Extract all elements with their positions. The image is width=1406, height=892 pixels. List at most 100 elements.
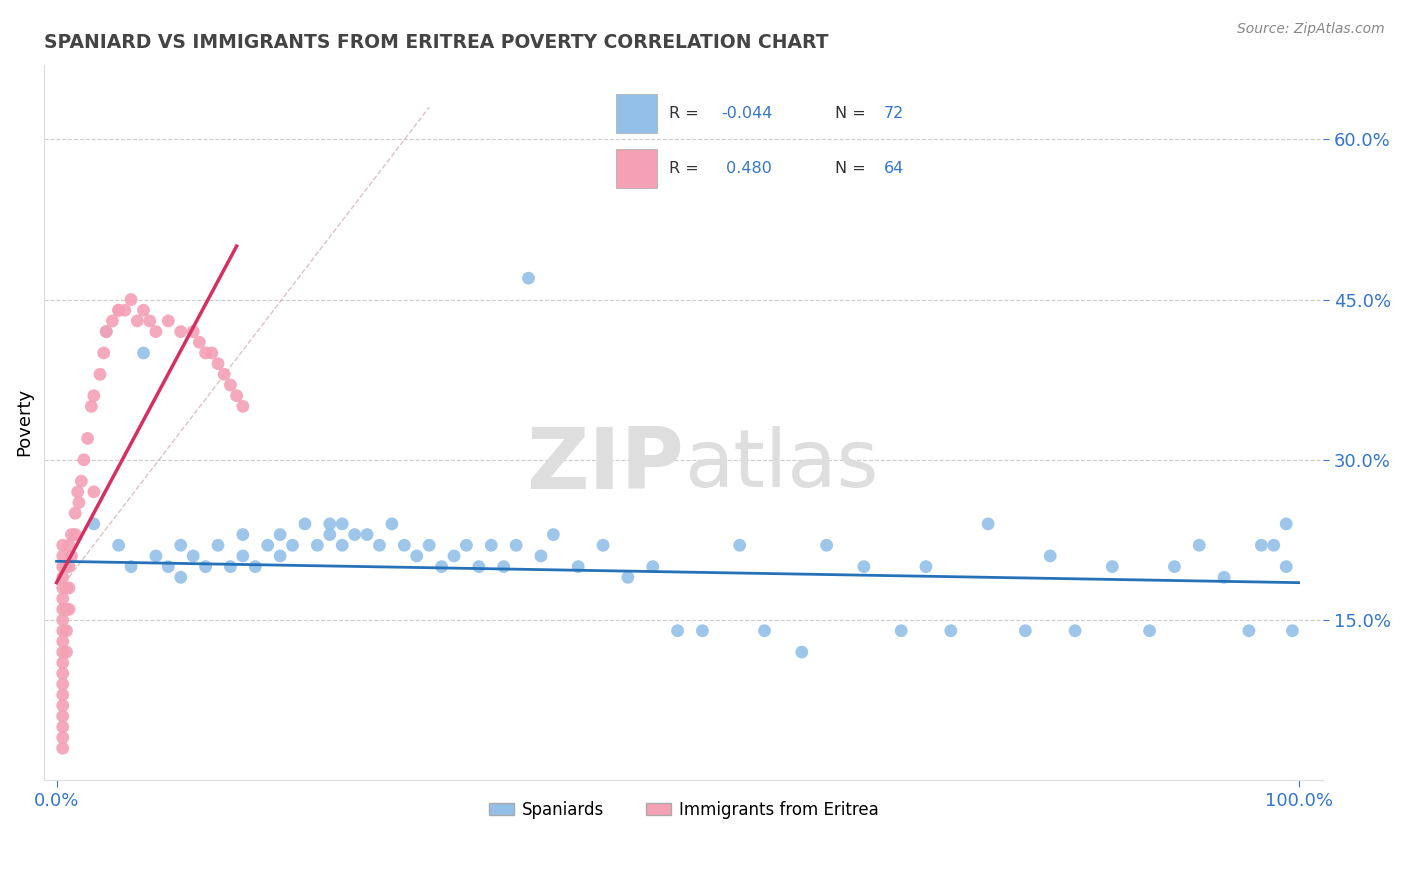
Point — [368, 538, 391, 552]
Point — [60, 527, 83, 541]
Point — [430, 559, 453, 574]
Point — [1163, 559, 1185, 574]
Point — [1139, 624, 1161, 638]
Point — [52, 645, 75, 659]
Point — [1275, 516, 1298, 531]
Point — [58, 581, 80, 595]
Point — [138, 314, 160, 328]
Point — [55, 559, 77, 574]
Point — [52, 570, 75, 584]
Point — [641, 559, 664, 574]
Point — [58, 559, 80, 574]
Point — [132, 303, 155, 318]
Point — [76, 432, 98, 446]
Point — [456, 538, 478, 552]
Point — [343, 527, 366, 541]
Text: ZIP: ZIP — [526, 424, 683, 507]
Point — [330, 538, 353, 552]
Point — [188, 335, 211, 350]
Point — [790, 645, 813, 659]
Point — [269, 549, 291, 563]
Point — [219, 559, 242, 574]
Point — [728, 538, 751, 552]
Point — [492, 559, 515, 574]
Point — [114, 303, 136, 318]
Point — [443, 549, 465, 563]
Point — [52, 634, 75, 648]
Point — [852, 559, 875, 574]
Point — [101, 314, 124, 328]
Point — [52, 602, 75, 616]
Point — [194, 346, 217, 360]
Point — [170, 325, 193, 339]
Point — [1281, 624, 1303, 638]
Point — [505, 538, 527, 552]
Legend: Spaniards, Immigrants from Eritrea: Spaniards, Immigrants from Eritrea — [482, 794, 886, 826]
Point — [120, 559, 142, 574]
Point — [256, 538, 278, 552]
Point — [145, 325, 167, 339]
Point — [52, 741, 75, 756]
Point — [1263, 538, 1285, 552]
Text: Source: ZipAtlas.com: Source: ZipAtlas.com — [1237, 22, 1385, 37]
Point — [219, 378, 242, 392]
Point — [63, 527, 86, 541]
Point — [294, 516, 316, 531]
Point — [73, 452, 96, 467]
Point — [319, 516, 342, 531]
Point — [120, 293, 142, 307]
Point — [815, 538, 838, 552]
Point — [52, 624, 75, 638]
Point — [52, 538, 75, 552]
Point — [915, 559, 938, 574]
Point — [1275, 559, 1298, 574]
Point — [107, 538, 129, 552]
Point — [1039, 549, 1062, 563]
Point — [67, 495, 90, 509]
Point — [1237, 624, 1260, 638]
Point — [52, 613, 75, 627]
Point — [269, 527, 291, 541]
Point — [1014, 624, 1036, 638]
Point — [58, 602, 80, 616]
Point — [55, 624, 77, 638]
Point — [52, 549, 75, 563]
Text: SPANIARD VS IMMIGRANTS FROM ERITREA POVERTY CORRELATION CHART: SPANIARD VS IMMIGRANTS FROM ERITREA POVE… — [44, 33, 828, 52]
Point — [52, 677, 75, 691]
Point — [201, 346, 224, 360]
Point — [170, 538, 193, 552]
Point — [170, 570, 193, 584]
Point — [63, 506, 86, 520]
Point — [232, 549, 254, 563]
Point — [468, 559, 491, 574]
Point — [405, 549, 427, 563]
Point — [1188, 538, 1211, 552]
Point — [394, 538, 416, 552]
Point — [207, 357, 229, 371]
Point — [181, 325, 204, 339]
Point — [96, 325, 118, 339]
Y-axis label: Poverty: Poverty — [15, 388, 32, 457]
Point — [89, 368, 111, 382]
Point — [157, 559, 180, 574]
Point — [530, 549, 553, 563]
Point — [52, 709, 75, 723]
Point — [127, 314, 149, 328]
Point — [307, 538, 329, 552]
Point — [232, 527, 254, 541]
Point — [330, 516, 353, 531]
Point — [245, 559, 267, 574]
Point — [592, 538, 614, 552]
Point — [83, 484, 105, 499]
Point — [418, 538, 440, 552]
Point — [55, 581, 77, 595]
Point — [890, 624, 912, 638]
Point — [1064, 624, 1087, 638]
Point — [52, 559, 75, 574]
Point — [93, 346, 115, 360]
Point — [281, 538, 304, 552]
Point — [157, 314, 180, 328]
Point — [207, 538, 229, 552]
Point — [1213, 570, 1236, 584]
Point — [543, 527, 565, 541]
